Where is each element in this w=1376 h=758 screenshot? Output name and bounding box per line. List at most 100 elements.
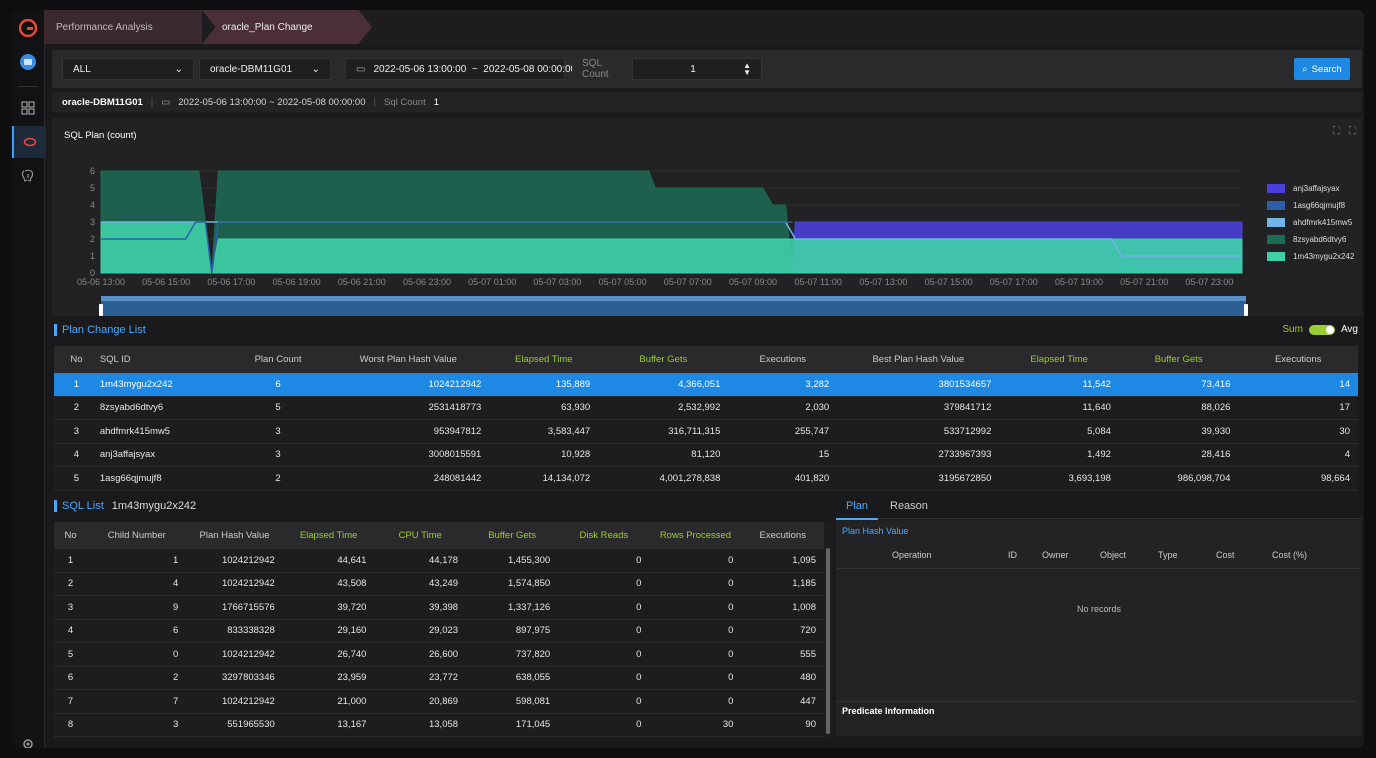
table-cell: 737,820 (466, 642, 559, 667)
table-row[interactable]: 2 4 1024212942 43,508 43,249 1,574,850 0 0 1,185 (54, 572, 824, 596)
column-header[interactable]: SQL ID (98, 346, 229, 373)
date-range-picker[interactable]: ▭ 2022-05-06 13:00:00 ~ 2022-05-08 00:00… (345, 58, 576, 80)
table-cell: anj3affajsyax (98, 443, 229, 467)
column-header[interactable]: Executions (741, 522, 824, 549)
plan-column-header[interactable]: Operation (892, 550, 932, 560)
plan-column-header[interactable]: Object (1100, 550, 1127, 560)
table-row[interactable]: 6 2 3297803346 23,959 23,772 638,055 0 0 480 (54, 666, 824, 690)
sql-count-stepper[interactable]: 1 ▲ ▼ (632, 58, 762, 80)
plan-reason-tabs: Plan Reason (836, 494, 1362, 520)
table-cell: 11,519 (374, 736, 467, 738)
table-cell: 28,416 (1118, 443, 1239, 467)
table-cell: 0 (87, 642, 187, 667)
table-cell: 3 (54, 419, 99, 444)
table-row[interactable]: 4 anj3affajsyax 3 3008015591 10,928 81,120 15 2… (54, 443, 1358, 467)
toggle-switch[interactable] (1308, 324, 1335, 335)
column-header[interactable]: Best Plan Hash Value (837, 346, 1000, 373)
table-cell: 1766715576 (186, 595, 283, 620)
postgresql-icon[interactable] (12, 160, 44, 192)
table-cell: 30 (649, 713, 742, 737)
column-header[interactable]: No (54, 522, 88, 549)
app-logo-icon[interactable] (12, 12, 44, 44)
legend-swatch (1267, 184, 1285, 193)
table-row[interactable]: 3 ahdfmrk415mw5 3 953947812 3,583,447 316,711… (54, 419, 1358, 444)
table-cell: 6 (87, 619, 187, 643)
x-tick-label: 05-06 13:00 (77, 277, 125, 287)
column-header[interactable]: Disk Reads (558, 522, 650, 549)
plan-column-header[interactable]: Owner (1042, 550, 1069, 560)
table-cell: 13,058 (374, 713, 467, 737)
plan-column-header[interactable]: ID (1008, 550, 1017, 560)
table-row[interactable]: 4 6 833338328 29,160 29,023 897,975 0 0 720 (54, 619, 824, 643)
stepper-arrows-icon[interactable]: ▲ ▼ (743, 61, 751, 77)
table-row[interactable]: 1 1m43mygu2x242 6 1024212942 135,889 4,366,05… (54, 373, 1358, 397)
search-button[interactable]: ⌕ Search (1294, 58, 1350, 80)
dashboard-grid-icon[interactable] (12, 92, 44, 124)
column-header[interactable]: No (54, 346, 99, 373)
table-cell: 0 (558, 713, 650, 737)
column-header[interactable]: Elapsed Time (282, 522, 375, 549)
column-header[interactable]: Executions (1238, 346, 1358, 373)
column-header[interactable]: Elapsed Time (999, 346, 1119, 373)
column-header[interactable]: CPU Time (374, 522, 467, 549)
breadcrumb-plan-change[interactable]: oracle_Plan Change (202, 10, 372, 44)
column-header[interactable]: Executions (728, 346, 838, 373)
table-cell: 3,583,447 (489, 419, 599, 444)
legend-swatch (1267, 235, 1285, 244)
chevron-down-icon: ⌄ (311, 63, 320, 75)
oracle-icon[interactable] (12, 126, 46, 158)
table-cell: 29,023 (374, 619, 467, 643)
table-header-row: No Child Number Plan Hash Value Elapsed Tim… (54, 522, 824, 549)
nav-divider (18, 86, 38, 87)
column-header[interactable]: Elapsed Time (489, 346, 599, 373)
table-cell: 5,084 (999, 419, 1119, 444)
table-row[interactable]: 3 9 1766715576 39,720 39,398 1,337,126 0 0 1,008 (54, 595, 824, 620)
scrollbar[interactable] (826, 548, 830, 734)
database-avatar-icon[interactable] (12, 46, 44, 78)
table-cell: 1024212942 (186, 549, 283, 573)
database-select[interactable]: oracle-DBM11G01 ⌄ (199, 58, 331, 80)
legend-item[interactable]: ahdfmrk415mw5 (1267, 218, 1352, 227)
legend-item[interactable]: 1asg66qjmujf8 (1267, 201, 1345, 210)
table-row[interactable]: 1 1 1024212942 44,641 44,178 1,455,300 0 0 1,095 (54, 549, 824, 573)
column-header[interactable]: Buffer Gets (1118, 346, 1239, 373)
table-row[interactable]: 5 0 1024212942 26,740 26,600 737,820 0 0 555 (54, 642, 824, 667)
tab-reason[interactable]: Reason (890, 500, 928, 512)
breadcrumb-performance-analysis[interactable]: Performance Analysis (44, 10, 202, 44)
sum-avg-toggle[interactable]: Sum Avg (1282, 324, 1358, 335)
type-select[interactable]: ALL ⌄ (62, 58, 194, 80)
legend-item[interactable]: 8zsyabd6dtvy6 (1267, 235, 1346, 244)
table-row[interactable]: 7 7 1024212942 21,000 20,869 598,081 0 0 447 (54, 689, 824, 714)
legend-item[interactable]: anj3affajsyax (1267, 184, 1340, 193)
legend-label: anj3affajsyax (1293, 184, 1340, 193)
column-header[interactable]: Child Number (87, 522, 187, 549)
navigator-bar[interactable] (101, 296, 1246, 301)
navigator-right-handle[interactable] (1244, 304, 1248, 316)
navigator-left-handle[interactable] (99, 304, 103, 316)
table-cell: 8 (54, 713, 88, 737)
zoom-icon[interactable]: ⛶ (1333, 126, 1340, 137)
info-bar: oracle-DBM11G01 | ▭ 2022-05-06 13:00:00 … (52, 92, 1362, 112)
plan-column-header[interactable]: Cost (%) (1272, 550, 1308, 560)
column-header[interactable]: Buffer Gets (466, 522, 559, 549)
table-cell: 0 (649, 572, 742, 596)
table-row[interactable]: 95380153465711,54211,51973,4160014 (54, 736, 824, 738)
column-header[interactable]: Plan Count (228, 346, 328, 373)
legend-item[interactable]: 1m43mygu2x242 (1267, 252, 1354, 261)
table-cell: 13,167 (282, 713, 375, 737)
column-header[interactable]: Buffer Gets (598, 346, 729, 373)
column-header[interactable]: Plan Hash Value (186, 522, 283, 549)
settings-gear-icon[interactable] (12, 728, 44, 748)
table-cell: 4,366,051 (598, 373, 729, 397)
table-cell: 1,574,850 (466, 572, 559, 596)
plan-column-header[interactable]: Cost (1216, 550, 1235, 560)
plan-column-header[interactable]: Type (1158, 550, 1178, 560)
reset-zoom-icon[interactable]: ⛶ (1349, 126, 1356, 137)
table-row[interactable]: 2 8zsyabd6dtvy6 5 2531418773 63,930 2,532,992… (54, 396, 1358, 420)
column-header[interactable]: Worst Plan Hash Value (327, 346, 490, 373)
column-header[interactable]: Rows Processed (649, 522, 742, 549)
x-tick-label: 05-07 07:00 (664, 277, 712, 287)
table-row[interactable]: 5 1asg66qjmujf8 2 248081442 14,134,072 4,001,… (54, 466, 1358, 491)
tab-plan[interactable]: Plan (836, 494, 878, 520)
table-row[interactable]: 8 3 551965530 13,167 13,058 171,045 0 30 90 (54, 713, 824, 737)
